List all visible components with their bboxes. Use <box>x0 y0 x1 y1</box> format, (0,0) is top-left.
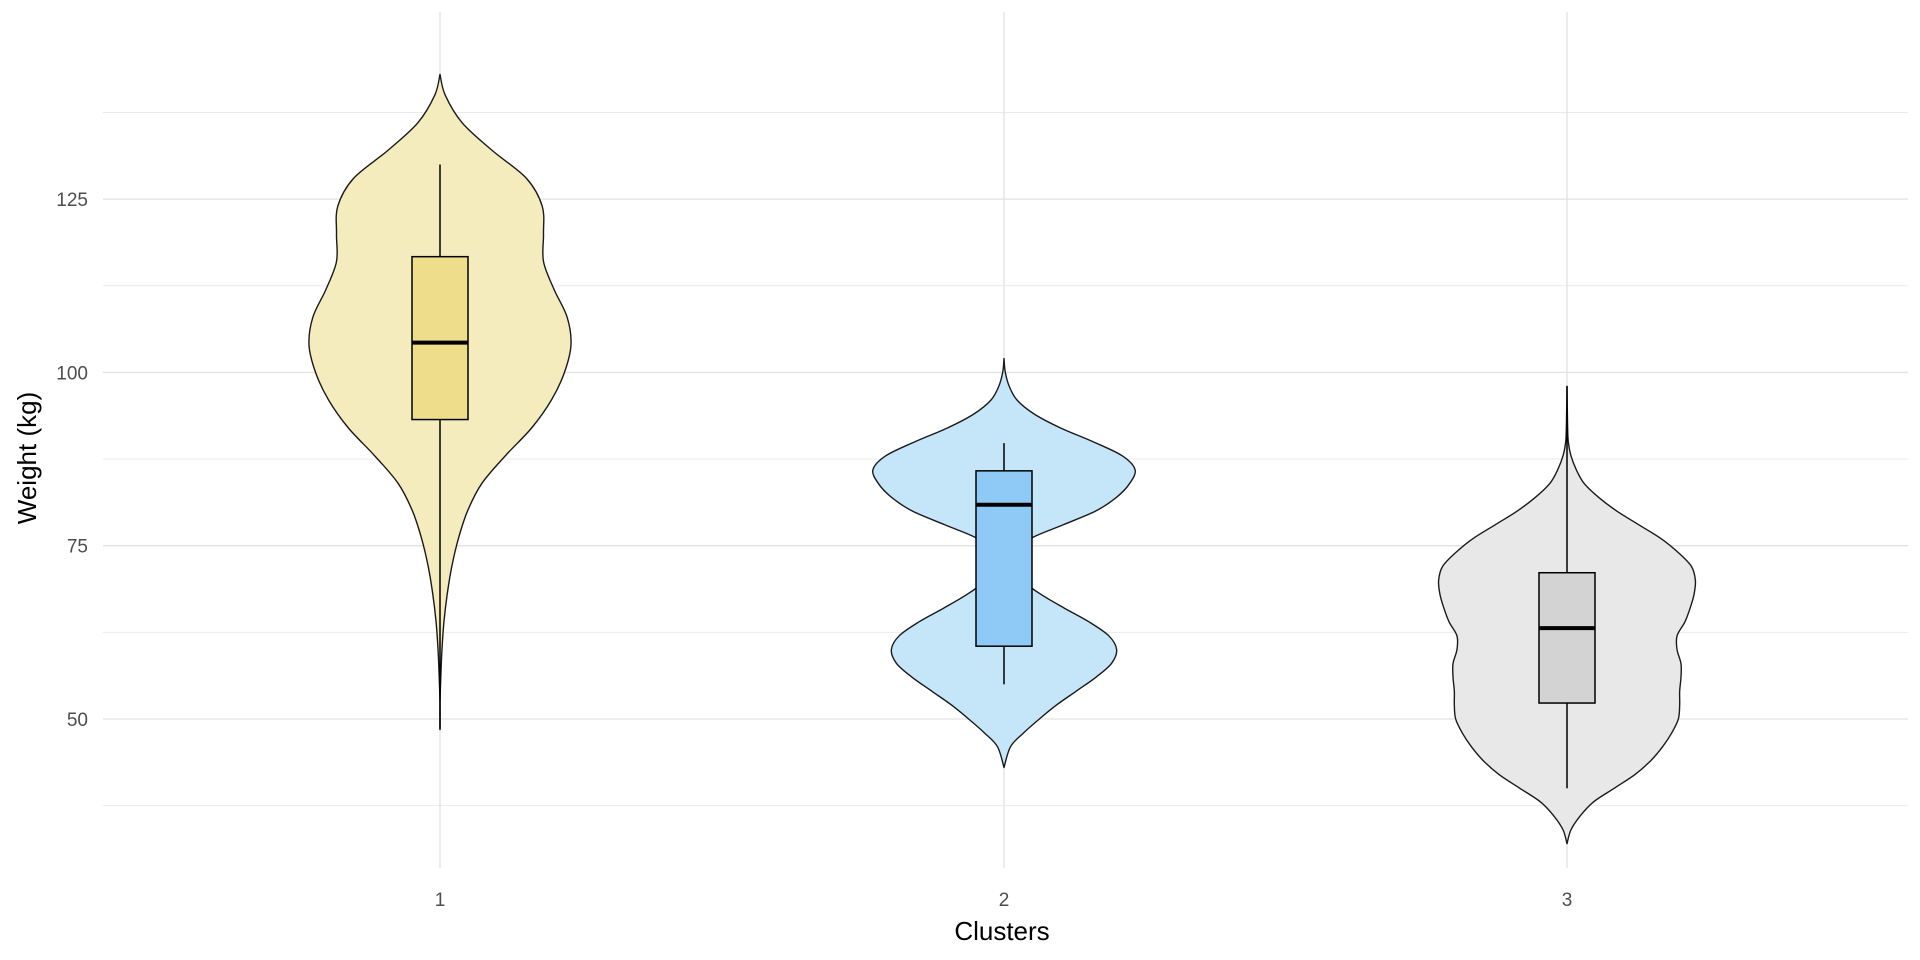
box-iqr-cluster-2 <box>975 470 1033 647</box>
x-axis-title: Clusters <box>954 916 1049 946</box>
box-iqr-cluster-1 <box>411 255 469 421</box>
y-tick-label: 75 <box>67 537 88 558</box>
violins-layer <box>308 73 1697 845</box>
box-iqr-cluster-3 <box>1538 571 1596 704</box>
x-tick-label: 1 <box>435 890 446 911</box>
y-axis-title: Weight (kg) <box>12 392 42 524</box>
x-tick-label: 2 <box>999 890 1010 911</box>
y-tick-label: 50 <box>67 710 88 731</box>
ticks-layer: 50 75 100 125 1 2 3 <box>56 190 1572 911</box>
y-tick-label: 125 <box>56 190 88 211</box>
y-tick-label: 100 <box>56 363 88 384</box>
x-tick-label: 3 <box>1562 890 1573 911</box>
